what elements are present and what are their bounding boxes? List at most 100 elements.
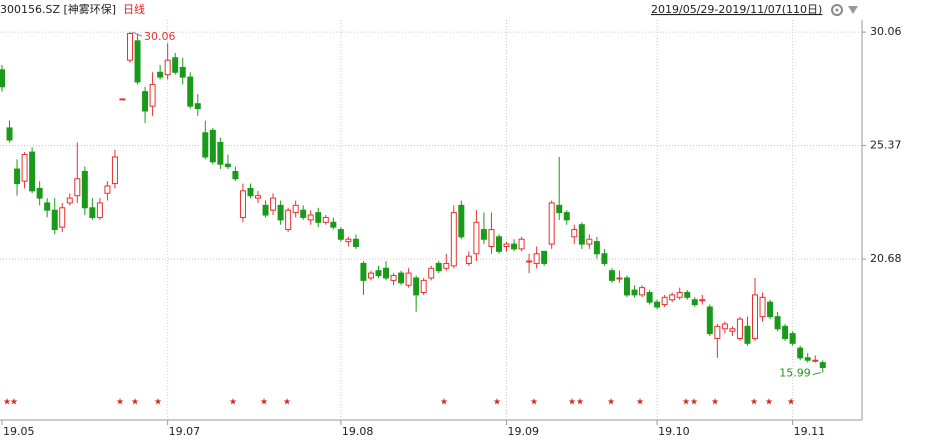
- candle-body: [435, 262, 442, 272]
- candle-body: [676, 291, 683, 298]
- y-tick-label: 20.68: [870, 252, 902, 265]
- candle-body: [262, 204, 269, 216]
- signal-star: ★: [576, 398, 584, 408]
- candle-body: [21, 154, 28, 182]
- candle-body: [473, 221, 480, 255]
- candle-body: [383, 267, 390, 279]
- candle-body: [119, 98, 126, 101]
- signal-star: ★: [530, 398, 538, 408]
- candle-body: [804, 357, 811, 361]
- signal-star: ★: [283, 398, 291, 408]
- candle-body: [194, 103, 201, 110]
- candle-body: [503, 243, 510, 247]
- candle-body: [179, 66, 186, 78]
- candle-body: [744, 325, 751, 344]
- signal-star: ★: [116, 398, 124, 408]
- candle-body: [450, 212, 457, 267]
- candle-body: [767, 301, 774, 318]
- candle-body: [0, 69, 5, 88]
- signal-star: ★: [690, 398, 698, 408]
- signal-star: ★: [3, 398, 11, 408]
- candle-body: [164, 59, 171, 76]
- signal-star: ★: [154, 398, 162, 408]
- candle-body: [352, 238, 359, 247]
- signal-star: ★: [607, 398, 615, 408]
- candle-body: [578, 224, 585, 245]
- candle-body: [367, 272, 374, 279]
- candle-body: [172, 57, 179, 73]
- candle-body: [149, 83, 156, 107]
- candle-body: [623, 277, 630, 296]
- high-pointer: [131, 31, 143, 37]
- candle-body: [669, 294, 676, 301]
- candle-body: [752, 294, 758, 339]
- y-tick-label: 25.37: [870, 139, 902, 152]
- candle-body: [556, 204, 563, 214]
- low-label: 15.99: [779, 367, 811, 380]
- candle-body: [699, 299, 706, 302]
- signal-star: ★: [636, 398, 644, 408]
- candle-body: [443, 262, 450, 269]
- candle-body: [736, 318, 743, 339]
- candle-body: [774, 316, 781, 330]
- x-tick-label: 19.09: [508, 425, 540, 438]
- candle-body: [533, 253, 540, 264]
- candle-body: [782, 325, 789, 339]
- candle-body: [360, 262, 367, 281]
- candle-body: [36, 187, 43, 199]
- candle-body: [224, 163, 231, 168]
- y-tick-label: 30.06: [870, 25, 902, 38]
- candle-body: [729, 328, 736, 332]
- signal-star: ★: [750, 398, 758, 408]
- x-tick-label: 19.07: [169, 425, 201, 438]
- candle-body: [420, 279, 427, 293]
- candle-body: [6, 127, 13, 141]
- candle-body: [646, 291, 653, 303]
- candle-body: [232, 170, 239, 180]
- candle-body: [209, 129, 216, 163]
- candle-body: [511, 243, 518, 250]
- settings-icon[interactable]: [831, 4, 843, 16]
- candle-body: [759, 296, 766, 318]
- candle-body: [548, 202, 555, 245]
- signal-star: ★: [131, 398, 139, 408]
- candle-body: [488, 229, 495, 247]
- candle-body: [684, 291, 691, 298]
- candle-body: [239, 190, 246, 218]
- signal-star: ★: [493, 398, 501, 408]
- candle-body: [247, 187, 254, 197]
- signal-star: ★: [260, 398, 268, 408]
- candle-body: [654, 301, 661, 308]
- candle-body: [375, 270, 382, 277]
- candle-body: [270, 197, 277, 211]
- candle-body: [74, 178, 81, 197]
- candle-body: [541, 250, 548, 264]
- candle-body: [616, 277, 623, 280]
- candle-body: [127, 33, 134, 61]
- date-range[interactable]: 2019/05/29-2019/11/07(110日): [651, 3, 822, 16]
- chart-title: 300156.SZ [神雾环保]: [0, 2, 116, 16]
- candle-body: [465, 255, 472, 264]
- candle-body: [202, 132, 209, 158]
- x-tick-label: 19.10: [658, 425, 690, 438]
- candle-body: [495, 236, 502, 252]
- candle-body: [812, 359, 819, 362]
- candle-body: [789, 333, 796, 344]
- candle-body: [66, 197, 73, 204]
- candle-body: [714, 325, 721, 339]
- candle-body: [51, 209, 58, 231]
- candle-body: [111, 156, 118, 185]
- candle-body: [480, 229, 487, 240]
- candle-body: [300, 209, 307, 218]
- signal-star: ★: [682, 398, 690, 408]
- candle-body: [255, 195, 262, 199]
- candle-body: [661, 296, 668, 306]
- dropdown-icon[interactable]: [848, 6, 858, 14]
- candle-body: [217, 141, 224, 165]
- low-pointer: [812, 372, 821, 376]
- signal-star: ★: [711, 398, 719, 408]
- candle-body: [593, 241, 600, 255]
- candle-body: [142, 91, 149, 112]
- candle-body: [586, 238, 593, 245]
- candle-body: [292, 204, 299, 214]
